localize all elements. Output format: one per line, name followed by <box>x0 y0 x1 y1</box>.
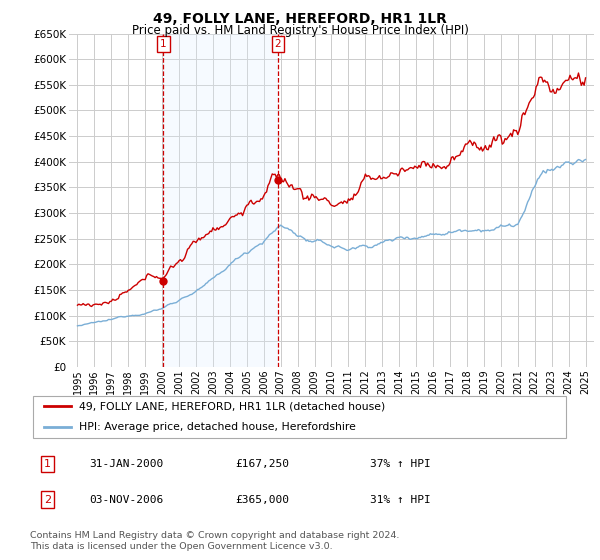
Text: 03-NOV-2006: 03-NOV-2006 <box>89 494 164 505</box>
Text: £167,250: £167,250 <box>235 459 289 469</box>
Text: 31% ↑ HPI: 31% ↑ HPI <box>370 494 431 505</box>
Text: 1: 1 <box>44 459 51 469</box>
Text: 31-JAN-2000: 31-JAN-2000 <box>89 459 164 469</box>
Text: 49, FOLLY LANE, HEREFORD, HR1 1LR (detached house): 49, FOLLY LANE, HEREFORD, HR1 1LR (detac… <box>79 401 385 411</box>
Text: 49, FOLLY LANE, HEREFORD, HR1 1LR: 49, FOLLY LANE, HEREFORD, HR1 1LR <box>153 12 447 26</box>
Text: This data is licensed under the Open Government Licence v3.0.: This data is licensed under the Open Gov… <box>30 542 332 550</box>
Text: 37% ↑ HPI: 37% ↑ HPI <box>370 459 431 469</box>
Bar <box>163 34 278 367</box>
FancyBboxPatch shape <box>33 395 566 438</box>
Text: £365,000: £365,000 <box>235 494 289 505</box>
Text: 1: 1 <box>160 39 167 49</box>
Text: Contains HM Land Registry data © Crown copyright and database right 2024.: Contains HM Land Registry data © Crown c… <box>30 531 400 540</box>
Text: 2: 2 <box>44 494 51 505</box>
Text: HPI: Average price, detached house, Herefordshire: HPI: Average price, detached house, Here… <box>79 422 355 432</box>
Text: 2: 2 <box>275 39 281 49</box>
Text: Price paid vs. HM Land Registry's House Price Index (HPI): Price paid vs. HM Land Registry's House … <box>131 24 469 36</box>
